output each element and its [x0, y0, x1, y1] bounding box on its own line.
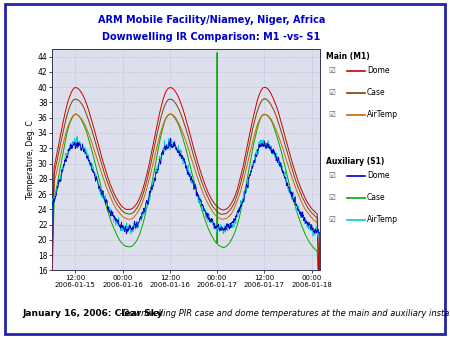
S1_dome — [260, 143, 265, 147]
Line: M1_case: M1_case — [52, 99, 320, 270]
M1_airtemp — [180, 129, 185, 133]
S1_airtemp — [309, 227, 315, 231]
S1_airtemp — [260, 142, 265, 146]
M1_airtemp — [49, 268, 54, 272]
Line: M1_airtemp: M1_airtemp — [52, 114, 320, 270]
M1_dome — [309, 207, 315, 211]
M1_case — [63, 119, 68, 123]
M1_airtemp — [309, 216, 315, 220]
S1_airtemp — [180, 155, 185, 160]
M1_dome — [172, 89, 178, 93]
M1_airtemp — [172, 115, 178, 119]
Text: Auxiliary (S1): Auxiliary (S1) — [326, 157, 385, 166]
M1_airtemp — [260, 113, 265, 117]
M1_airtemp — [309, 216, 315, 220]
M1_dome — [262, 85, 268, 89]
Text: Dome: Dome — [367, 171, 389, 180]
Text: AirTemp: AirTemp — [367, 215, 398, 224]
Text: -Downwelling PIR case and dome temperatures at the main and auxiliary installati: -Downwelling PIR case and dome temperatu… — [117, 309, 450, 318]
S1_dome — [167, 136, 173, 140]
M1_dome — [309, 207, 315, 211]
Text: ☑: ☑ — [328, 67, 335, 75]
S1_dome — [49, 268, 54, 272]
S1_case — [309, 243, 315, 247]
S1_case — [309, 244, 315, 248]
Line: S1_dome: S1_dome — [52, 138, 320, 270]
Text: Dome: Dome — [367, 67, 389, 75]
S1_case — [63, 139, 68, 143]
S1_case — [317, 268, 322, 272]
Text: Case: Case — [367, 89, 385, 97]
M1_dome — [260, 86, 265, 90]
M1_case — [317, 268, 322, 272]
M1_case — [172, 100, 178, 104]
S1_dome — [309, 223, 315, 227]
M1_dome — [317, 268, 322, 272]
S1_airtemp — [317, 268, 322, 272]
Line: S1_airtemp: S1_airtemp — [52, 137, 320, 270]
S1_airtemp — [74, 135, 79, 139]
Line: M1_dome: M1_dome — [52, 87, 320, 270]
S1_airtemp — [309, 227, 315, 231]
Text: January 16, 2006: Clear Sky: January 16, 2006: Clear Sky — [22, 309, 163, 318]
M1_case — [262, 97, 267, 101]
Text: ☑: ☑ — [328, 111, 335, 119]
Text: ☑: ☑ — [328, 171, 335, 180]
S1_dome — [172, 143, 178, 147]
Text: ARM Mobile Facility/Niamey, Niger, Africa: ARM Mobile Facility/Niamey, Niger, Afric… — [98, 15, 325, 25]
Text: AirTemp: AirTemp — [367, 111, 398, 119]
M1_dome — [179, 104, 184, 108]
S1_case — [172, 116, 178, 120]
Y-axis label: Temperature, Deg. C: Temperature, Deg. C — [26, 120, 35, 199]
M1_dome — [63, 110, 68, 114]
S1_dome — [180, 154, 185, 158]
S1_case — [214, 51, 220, 55]
M1_case — [260, 98, 265, 102]
S1_airtemp — [63, 153, 68, 157]
M1_case — [309, 211, 315, 215]
Text: ☑: ☑ — [328, 193, 335, 202]
M1_dome — [49, 268, 54, 272]
M1_airtemp — [168, 112, 174, 116]
M1_case — [179, 115, 184, 119]
S1_airtemp — [172, 142, 178, 146]
M1_airtemp — [317, 268, 322, 272]
Line: S1_case: S1_case — [52, 53, 320, 270]
S1_case — [49, 268, 54, 272]
M1_case — [309, 211, 315, 215]
Text: ☑: ☑ — [328, 215, 335, 224]
M1_case — [49, 268, 54, 272]
S1_dome — [63, 156, 68, 161]
Text: Main (M1): Main (M1) — [326, 52, 370, 62]
S1_case — [179, 133, 184, 137]
S1_airtemp — [49, 268, 54, 272]
S1_dome — [317, 268, 322, 272]
S1_dome — [309, 223, 315, 227]
Text: ☑: ☑ — [328, 89, 335, 97]
S1_case — [260, 113, 265, 117]
Text: Downwelling IR Comparison: M1 -vs- S1: Downwelling IR Comparison: M1 -vs- S1 — [103, 32, 320, 42]
M1_airtemp — [63, 133, 68, 137]
Text: Case: Case — [367, 193, 385, 202]
